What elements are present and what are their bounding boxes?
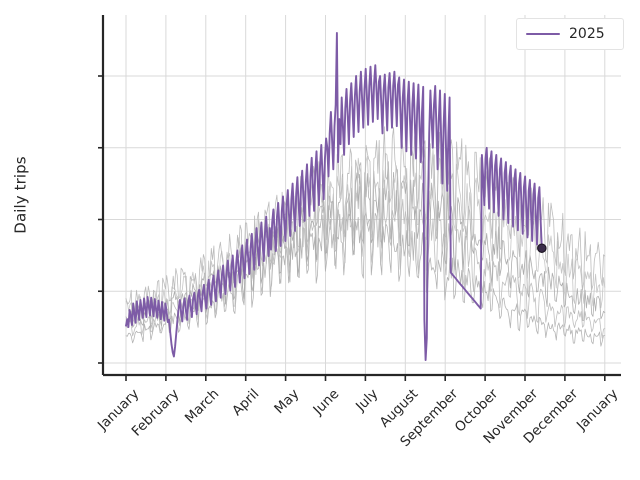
x-tick-label: April xyxy=(228,386,263,420)
legend-label-2025: 2025 xyxy=(569,26,605,42)
x-tick-label: May xyxy=(270,386,302,418)
legend-swatch-2025 xyxy=(526,33,560,35)
x-tick-label: July xyxy=(353,386,382,415)
x-tick-label: March xyxy=(181,386,223,427)
axis-spines xyxy=(98,15,621,381)
end-point-marker xyxy=(537,243,547,253)
series-2025-line xyxy=(125,31,543,362)
legend[interactable]: 2025 xyxy=(516,18,624,50)
x-tick-label: January xyxy=(573,386,622,434)
x-tick-label: June xyxy=(309,386,342,419)
